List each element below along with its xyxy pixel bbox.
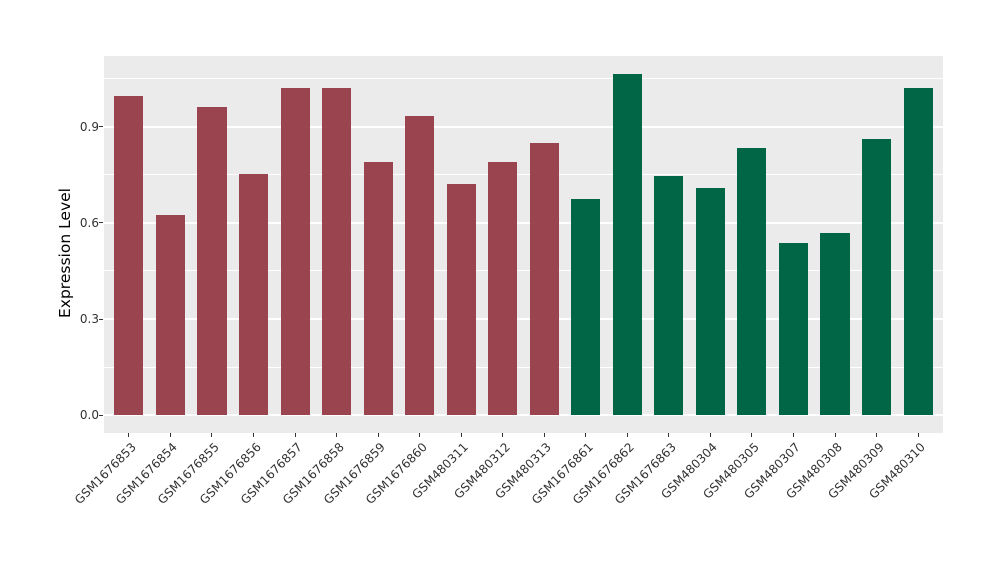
x-tick-mark <box>419 433 421 437</box>
y-tick-label: 0.0 <box>79 408 99 423</box>
x-tick-mark <box>502 433 504 437</box>
bar <box>654 175 684 416</box>
bar <box>778 243 808 416</box>
bar <box>695 187 725 416</box>
bar <box>280 87 310 416</box>
x-tick-mark <box>253 433 255 437</box>
x-tick-mark <box>709 433 711 437</box>
bar <box>488 162 518 416</box>
x-tick-mark <box>169 433 171 437</box>
gridline-minor <box>104 174 943 176</box>
x-tick-mark <box>336 433 338 437</box>
gridline-minor <box>104 77 943 79</box>
x-tick-mark <box>917 433 919 437</box>
x-tick-mark <box>792 433 794 437</box>
gridline-major <box>104 221 943 224</box>
x-tick-mark <box>876 433 878 437</box>
y-tick-label: 0.3 <box>79 312 99 327</box>
bar <box>405 115 435 416</box>
x-tick-mark <box>626 433 628 437</box>
plot-panel <box>104 56 943 433</box>
x-tick-mark <box>460 433 462 437</box>
y-tick-mark <box>99 414 103 416</box>
bar <box>363 161 393 416</box>
x-tick-mark <box>585 433 587 437</box>
gridline-major <box>104 318 943 321</box>
x-tick-mark <box>668 433 670 437</box>
x-tick-mark <box>751 433 753 437</box>
x-tick-mark <box>543 433 545 437</box>
bar <box>820 232 850 416</box>
bar <box>737 148 767 416</box>
bar <box>322 88 352 416</box>
bar <box>612 74 642 416</box>
bar <box>238 174 269 416</box>
x-tick-mark <box>377 433 379 437</box>
y-tick-mark <box>99 318 103 320</box>
y-tick-label: 0.9 <box>79 119 99 134</box>
x-tick-mark <box>211 433 213 437</box>
x-tick-mark <box>834 433 836 437</box>
x-tick-mark <box>294 433 296 437</box>
gridline-minor <box>104 270 943 272</box>
gridline-major <box>104 125 943 128</box>
bar <box>114 96 144 416</box>
bar <box>862 139 892 416</box>
x-tick-mark <box>128 433 130 437</box>
bar <box>529 142 559 416</box>
y-tick-label: 0.6 <box>79 215 99 230</box>
gridline-minor <box>104 366 943 368</box>
bar <box>903 88 933 416</box>
bar <box>155 215 185 416</box>
gridline-major <box>104 414 943 417</box>
y-tick-mark <box>99 222 103 224</box>
y-tick-mark <box>99 126 103 128</box>
y-axis-title: Expression Level <box>56 188 74 318</box>
bar <box>197 107 227 416</box>
bar <box>571 198 601 416</box>
bar <box>446 184 476 416</box>
